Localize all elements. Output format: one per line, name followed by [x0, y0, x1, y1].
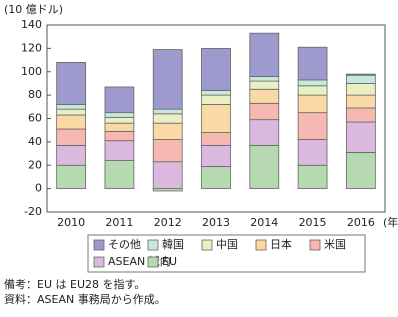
bar-segment — [249, 76, 280, 82]
bar-segment — [345, 121, 376, 153]
legend-label: 日本 — [270, 237, 292, 251]
legend-swatch — [93, 256, 105, 268]
legend-swatch — [147, 256, 159, 268]
bar-segment — [249, 144, 280, 190]
bar-segment — [152, 122, 183, 140]
x-axis-unit: (年) — [383, 215, 398, 229]
y-tick-label: 120 — [21, 41, 42, 54]
x-tick-label: 2016 — [347, 216, 375, 229]
legend-label: 中国 — [216, 238, 238, 251]
x-tick-label: 2012 — [154, 216, 182, 229]
bar-segment — [152, 161, 183, 190]
legend-swatch — [93, 239, 105, 251]
bar-segment — [249, 88, 280, 104]
bar-segment — [297, 79, 328, 87]
x-tick-label: 2013 — [202, 216, 230, 229]
legend-label: その他 — [108, 238, 141, 251]
bar-segment — [345, 83, 376, 96]
bar-segment — [56, 108, 87, 116]
bar-segment — [104, 122, 135, 132]
y-tick-label: 20 — [28, 158, 42, 171]
y-tick-label: 0 — [35, 182, 42, 195]
bar-segment — [56, 104, 87, 110]
bar-segment — [56, 62, 87, 105]
y-tick-label: 100 — [21, 65, 42, 78]
x-tick-label: 2015 — [299, 216, 327, 229]
bar-segment — [56, 164, 87, 190]
bar-segment — [104, 86, 135, 114]
bar-segment — [201, 166, 231, 190]
bar-segment — [56, 114, 87, 130]
bar-segment — [201, 90, 231, 96]
legend-swatch — [147, 239, 159, 251]
bar-segment — [345, 73, 376, 76]
x-tick-label: 2014 — [250, 216, 278, 229]
bar-segment — [297, 164, 328, 190]
bar-segment — [152, 108, 183, 115]
bar-segment — [104, 140, 135, 161]
y-tick-label: 140 — [21, 18, 42, 31]
x-tick-label: 2011 — [105, 216, 133, 229]
bar-segment — [104, 130, 135, 142]
bar-segment — [249, 119, 280, 146]
bar-segment — [345, 151, 376, 190]
bar-segment — [297, 46, 328, 81]
bar-segment — [152, 113, 183, 124]
bar-segment — [345, 107, 376, 123]
bar-segment — [104, 160, 135, 190]
bar-segment — [249, 102, 280, 121]
legend-swatch — [201, 239, 213, 251]
bar-segment — [201, 94, 231, 105]
bar-segment — [104, 116, 135, 124]
legend-label: EU — [162, 255, 177, 268]
bar-segment — [152, 49, 183, 110]
legend-swatch — [255, 239, 267, 251]
bar-segment — [56, 144, 87, 166]
y-tick-label: 60 — [28, 112, 42, 125]
bar-segment — [152, 139, 183, 163]
bar-segment — [345, 94, 376, 109]
x-tick-label: 2010 — [57, 216, 85, 229]
legend-swatch — [309, 239, 321, 251]
note: 資料：ASEAN 事務局から作成。 — [4, 292, 166, 306]
y-tick-label: 80 — [28, 88, 42, 101]
y-tick-label: -20 — [24, 205, 42, 218]
bar-segment — [201, 47, 231, 91]
bar-segment — [201, 144, 231, 167]
bar-segment — [104, 112, 135, 118]
legend-label: 韓国 — [162, 238, 184, 251]
bar-segment — [249, 80, 280, 90]
legend-label: 米国 — [324, 238, 346, 251]
note: 備考：EU は EU28 を指す。 — [4, 277, 145, 291]
bar-segment — [297, 85, 328, 96]
bar-segment — [297, 94, 328, 114]
y-axis-label: (10 億ドル) — [4, 3, 63, 16]
bar-segment — [201, 132, 231, 146]
bar-segment — [56, 128, 87, 146]
bar-segment — [297, 139, 328, 166]
bar-segment — [201, 104, 231, 133]
y-tick-label: 40 — [28, 135, 42, 148]
bar-segment — [345, 74, 376, 84]
bar-segment — [297, 112, 328, 140]
bar-segment — [249, 32, 280, 77]
